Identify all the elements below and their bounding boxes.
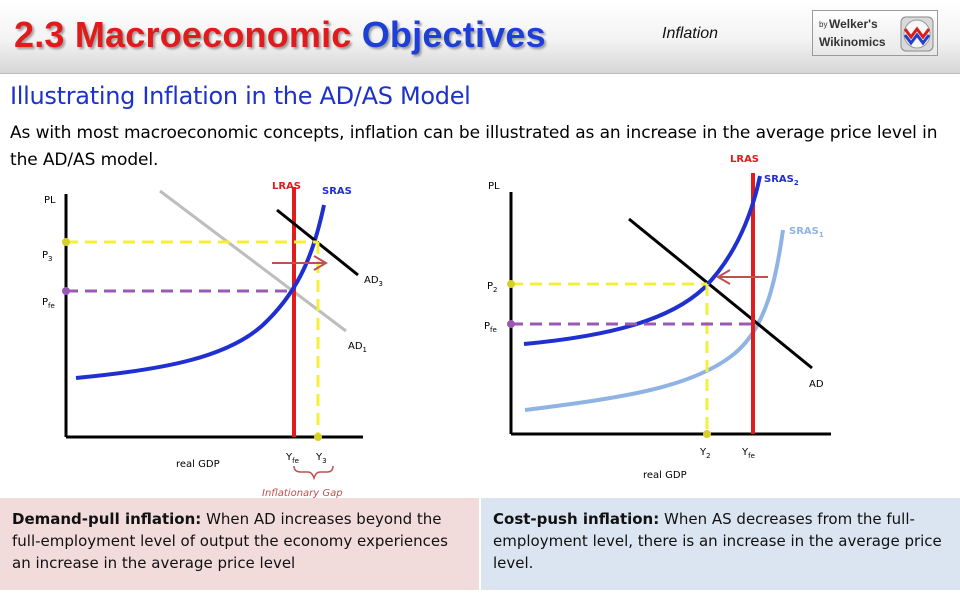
left-yfe-label: Yfe bbox=[285, 452, 299, 465]
right-ad-curve bbox=[628, 217, 813, 370]
right-sras2-curve bbox=[523, 175, 762, 346]
logo-line2: Wikinomics bbox=[819, 35, 886, 49]
left-lras-label: LRAS bbox=[272, 181, 301, 192]
left-p3-dot bbox=[62, 238, 70, 246]
right-sras2-label: SRAS2 bbox=[764, 174, 799, 187]
inflationary-gap-brace bbox=[293, 465, 334, 481]
right-lras-label: LRAS bbox=[730, 154, 759, 165]
left-sras-curve bbox=[75, 204, 326, 380]
left-pfe-dot bbox=[62, 287, 70, 295]
left-y3-label: Y3 bbox=[315, 452, 327, 465]
left-sras-label: SRAS bbox=[322, 186, 352, 197]
demand-pull-title: Demand-pull inflation: bbox=[12, 510, 202, 528]
cost-push-title: Cost-push inflation: bbox=[493, 510, 660, 528]
right-pfe-dot bbox=[507, 320, 515, 328]
cost-push-body: When AS decreases from the full-employme… bbox=[493, 510, 942, 572]
cost-push-box: Cost-push inflation: When AS decreases f… bbox=[481, 498, 960, 590]
right-pfe-label: Pfe bbox=[484, 321, 497, 334]
right-y2-dot bbox=[703, 430, 711, 438]
left-y-axis-label: PL bbox=[44, 195, 56, 206]
inflationary-gap-label: Inflationary Gap bbox=[262, 488, 343, 498]
slide-title-part2: Objectives bbox=[361, 14, 546, 55]
left-ad1-curve bbox=[159, 189, 347, 333]
left-y3-dot bbox=[314, 433, 322, 441]
right-sras1-curve bbox=[524, 229, 785, 412]
logo-by: by bbox=[819, 20, 828, 29]
left-pfe-label: Pfe bbox=[42, 297, 55, 310]
right-x-axis-label: real GDP bbox=[643, 470, 687, 481]
left-shift-arrowhead-icon bbox=[313, 255, 328, 271]
left-ad3-label: AD3 bbox=[364, 275, 383, 288]
left-ad1-label: AD1 bbox=[348, 341, 367, 354]
intro-paragraph: As with most macroeconomic concepts, inf… bbox=[10, 123, 938, 170]
topic-label: Inflation bbox=[662, 25, 719, 42]
slide-title-part1: 2.3 Macroeconomic bbox=[14, 14, 352, 55]
right-y-axis-label: PL bbox=[488, 181, 500, 192]
logo-emblem-icon bbox=[900, 16, 934, 52]
demand-pull-diagram: PL real GDP P3 Pfe Yfe Y3 LRAS SRAS AD3 … bbox=[42, 181, 383, 498]
right-yfe-label: Yfe bbox=[741, 447, 755, 460]
right-shift-arrowhead-icon bbox=[716, 269, 731, 285]
section-subtitle: Illustrating Inflation in the AD/AS Mode… bbox=[10, 82, 471, 110]
right-sras1-label: SRAS1 bbox=[789, 226, 824, 239]
left-x-axis-label: real GDP bbox=[176, 459, 220, 470]
right-y2-label: Y2 bbox=[699, 447, 711, 460]
right-ad-label: AD bbox=[809, 379, 824, 390]
slide-header: 2.3 Macroeconomic Objectives Inflation b… bbox=[0, 0, 960, 74]
slide-title: 2.3 Macroeconomic Objectives bbox=[14, 14, 546, 56]
cost-push-diagram: PL real GDP P2 Pfe Y2 Yfe LRAS SRAS2 SRA… bbox=[484, 154, 831, 481]
left-p3-label: P3 bbox=[42, 250, 53, 263]
logo-line1: Welker's bbox=[829, 17, 878, 31]
demand-pull-body: When AD increases beyond the full-employ… bbox=[12, 510, 448, 572]
right-p2-label: P2 bbox=[487, 281, 498, 294]
right-p2-dot bbox=[507, 280, 515, 288]
wikinomics-logo: by Welker's Wikinomics bbox=[812, 10, 938, 56]
demand-pull-box: Demand-pull inflation: When AD increases… bbox=[0, 498, 479, 590]
